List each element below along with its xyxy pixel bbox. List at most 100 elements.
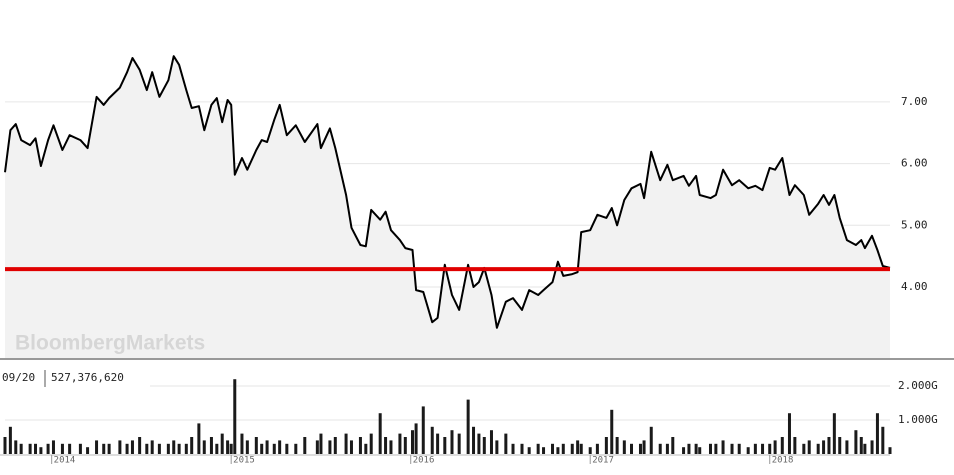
volume-bar [610, 409, 614, 454]
volume-bar [832, 413, 836, 454]
y-tick-label: 6.00 [901, 157, 928, 170]
volume-bar [888, 447, 892, 454]
volume-bar [190, 437, 194, 454]
volume-bar [285, 443, 289, 454]
volume-bar [333, 437, 337, 454]
volume-bar [665, 443, 669, 454]
volume-bar [172, 440, 176, 454]
volume-bar [233, 379, 237, 454]
volume-bar [698, 447, 702, 454]
volume-bar [34, 443, 38, 454]
volume-bar [150, 440, 154, 454]
volume-bar [315, 440, 319, 454]
volume-bar [328, 440, 332, 454]
volume-bar [802, 443, 806, 454]
volume-bar [202, 440, 206, 454]
volume-bar [398, 433, 402, 454]
volume-bar [780, 437, 784, 454]
volume-bar [177, 443, 181, 454]
volume-bar [773, 440, 777, 454]
volume-bar [477, 433, 481, 454]
volume-bar [504, 433, 508, 454]
volume-bar [495, 440, 499, 454]
x-tick-label: 2018 [772, 456, 794, 466]
volume-bar [466, 399, 470, 454]
volume-bar [364, 443, 368, 454]
volume-bar [730, 443, 734, 454]
x-tick-label: 2015 [233, 456, 255, 466]
readout-box [0, 368, 150, 388]
volume-bar [579, 443, 583, 454]
volume-bar [881, 426, 885, 454]
volume-bar [807, 440, 811, 454]
volume-bar [107, 443, 111, 454]
volume-bar [260, 443, 264, 454]
volume-bar [215, 443, 219, 454]
volume-bar [588, 447, 592, 454]
volume-bar [358, 437, 362, 454]
y-tick-label: 5.00 [901, 218, 928, 231]
volume-bar [51, 440, 55, 454]
volume-bar [421, 406, 425, 454]
volume-bar [746, 447, 750, 454]
volume-bar [436, 433, 440, 454]
volume-bar [859, 437, 863, 454]
volume-bar [622, 440, 626, 454]
volume-bar [615, 437, 619, 454]
volume-bar [482, 437, 486, 454]
volume-bar [443, 437, 447, 454]
volume-bar [527, 447, 531, 454]
volume-bar [595, 443, 599, 454]
volume-bar [561, 443, 565, 454]
volume-bar [272, 443, 276, 454]
volume-bar [403, 437, 407, 454]
y-tick-label: 7.00 [901, 95, 928, 108]
volume-bar [472, 426, 476, 454]
volume-bar [576, 440, 580, 454]
volume-bar [793, 437, 797, 454]
volume-bar [28, 443, 32, 454]
volume-bar [39, 447, 43, 454]
volume-bar [708, 443, 712, 454]
volume-bar [870, 440, 874, 454]
volume-bar [138, 437, 142, 454]
volume-bar [845, 440, 849, 454]
volume-bar [414, 423, 418, 454]
volume-panel: 1.000G 2.000G 2014 2015 2016 2017 2018 09/20 527… [0, 368, 938, 466]
volume-bar [102, 443, 106, 454]
price-line [4, 55, 891, 329]
y-tick-label: 2.000G [898, 379, 938, 392]
volume-bar [838, 437, 842, 454]
volume-bar [46, 443, 50, 454]
volume-bar [294, 443, 298, 454]
volume-bar [19, 443, 23, 454]
volume-bar [737, 443, 741, 454]
volume-bar [245, 440, 249, 454]
volume-bar [229, 443, 233, 454]
volume-bar [822, 440, 826, 454]
volume-bar [687, 443, 691, 454]
volume-bar [265, 440, 269, 454]
volume-bar [130, 440, 134, 454]
volume-bar [125, 443, 129, 454]
y-tick-label: 4.00 [901, 280, 928, 293]
watermark: BloombergMarkets [15, 332, 205, 355]
volume-bar [319, 433, 323, 454]
volume-bar [157, 443, 161, 454]
volume-bar [303, 437, 307, 454]
volume-bar [753, 443, 757, 454]
volume-bar [68, 443, 72, 454]
volume-bar [184, 443, 188, 454]
volume-bar [166, 443, 170, 454]
volume-bar [8, 426, 12, 454]
volume-bar [226, 440, 230, 454]
volume-bar [86, 447, 90, 454]
volume-bar [642, 440, 646, 454]
volume-bar [378, 413, 382, 454]
volume-bar [511, 443, 515, 454]
volume-bar [520, 443, 524, 454]
volume-bar [694, 443, 698, 454]
volume-bar [369, 433, 373, 454]
volume-bar [551, 443, 555, 454]
x-tick-label: 2017 [592, 456, 614, 466]
